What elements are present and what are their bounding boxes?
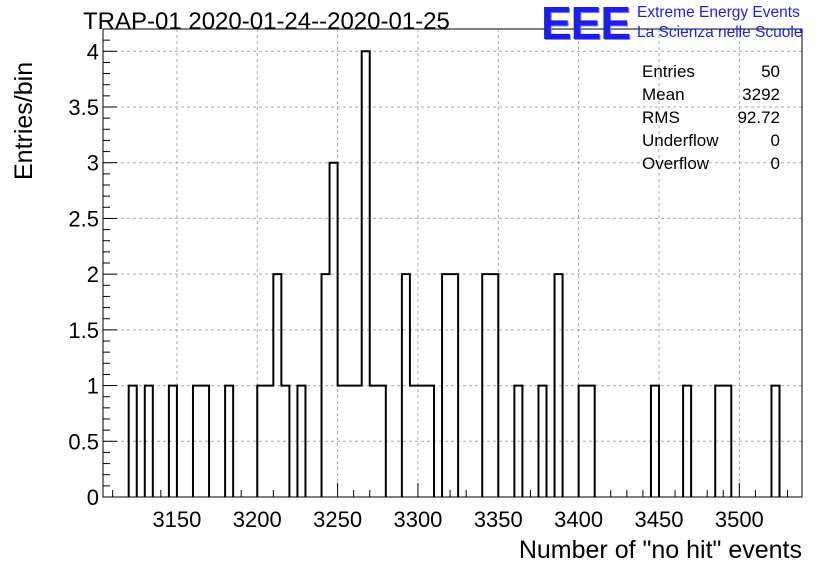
stat-label: Overflow: [642, 154, 710, 173]
x-tick-label: 3350: [474, 507, 523, 532]
grid-lines: [103, 29, 802, 497]
stat-value: 3292: [742, 85, 780, 104]
chart-title: TRAP-01 2020-01-24--2020-01-25: [83, 8, 450, 35]
x-tick-label: 3400: [554, 507, 603, 532]
stat-value: 50: [761, 62, 780, 81]
x-tick-label: 3500: [715, 507, 764, 532]
y-tick-label: 3: [87, 151, 99, 176]
x-axis-label: Number of "no hit" events: [518, 536, 802, 564]
eee-logo-mark: EEE: [541, 0, 631, 49]
stat-label: Entries: [642, 62, 695, 81]
stat-value: 0: [770, 154, 780, 173]
y-tick-label: 2.5: [68, 206, 99, 231]
stat-label: RMS: [642, 108, 680, 127]
y-tick-label: 1.5: [68, 318, 99, 343]
logo-line-1: Extreme Energy Events: [637, 4, 800, 21]
stats-box: Entries 50 Mean 3292 RMS 92.72 Underflow 0 O…: [642, 60, 780, 175]
stat-value: 92.72: [737, 108, 780, 127]
y-tick-label: 3.5: [68, 95, 99, 120]
stat-row-mean: Mean 3292: [642, 83, 780, 106]
stat-row-rms: RMS 92.72: [642, 106, 780, 129]
stat-row-entries: Entries 50: [642, 60, 780, 83]
y-axis-label: Entries/bin: [10, 61, 38, 180]
stat-label: Underflow: [642, 131, 719, 150]
stat-row-underflow: Underflow 0: [642, 129, 780, 152]
y-tick-label: 0.5: [68, 429, 99, 454]
x-tick-label: 3250: [313, 507, 362, 532]
x-tick-label: 3300: [393, 507, 442, 532]
x-axis-ticks: 3150 3200 3250 3300 3350 3400 3450 3500: [112, 483, 789, 532]
histogram-outline: [127, 50, 781, 497]
histogram-bins: [127, 50, 781, 497]
y-tick-label: 4: [87, 39, 99, 64]
stat-label: Mean: [642, 85, 685, 104]
stat-row-overflow: Overflow 0: [642, 152, 780, 175]
x-tick-label: 3450: [635, 507, 684, 532]
x-tick-label: 3150: [152, 507, 201, 532]
eee-logo-text: Extreme Energy Events La Scienza nelle S…: [637, 3, 802, 43]
y-tick-label: 2: [87, 262, 99, 287]
y-tick-label: 0: [87, 485, 99, 510]
y-tick-label: 1: [87, 374, 99, 399]
stat-value: 0: [770, 131, 780, 150]
logo-line-2: La Scienza nelle Scuole: [637, 24, 803, 41]
x-tick-label: 3200: [233, 507, 282, 532]
y-axis-ticks: 0 0.5 1 1.5 2 2.5 3 3.5 4: [68, 28, 117, 510]
